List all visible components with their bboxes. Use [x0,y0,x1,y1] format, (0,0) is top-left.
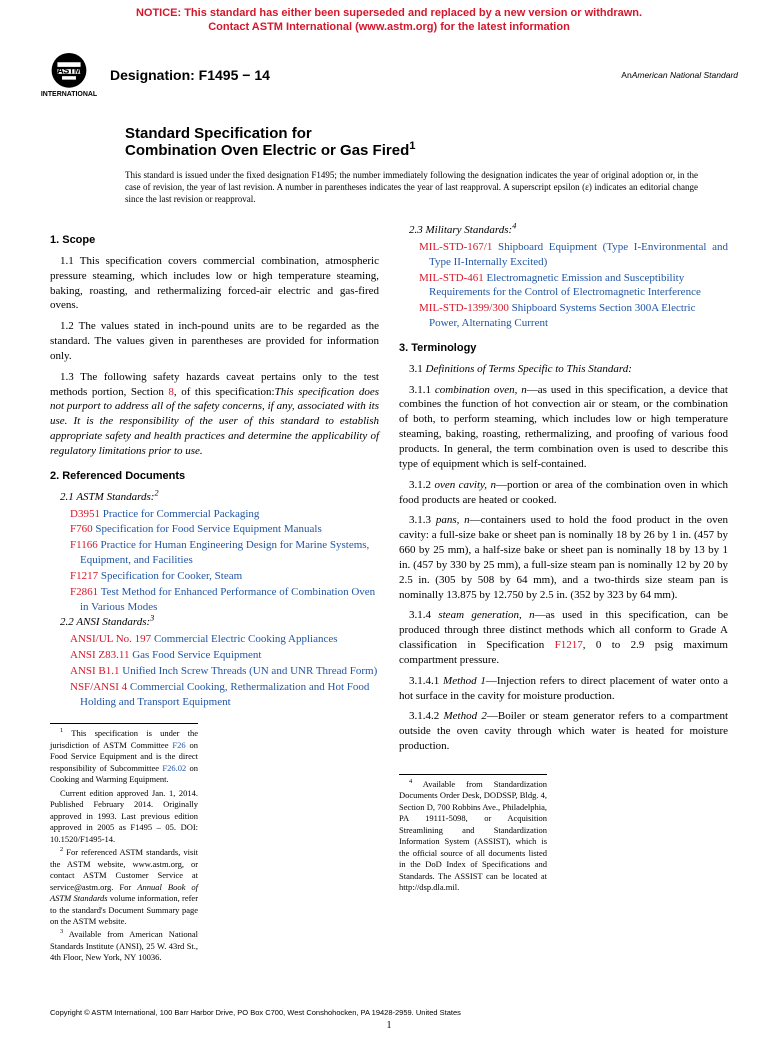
ansi-sub: 2.2 ANSI Standards:3 [50,615,379,630]
ans-label: AnAmerican National Standard [621,70,738,80]
content-columns: 1. Scope 1.1 This specification covers c… [0,205,778,966]
ref-title[interactable]: Specification for Cooker, Steam [101,570,242,582]
ref-code[interactable]: D3951 [70,508,100,520]
ref-title[interactable]: Practice for Human Engineering Design fo… [80,539,369,566]
ref-item: NSF/ANSI 4 Commercial Cooking, Rethermal… [60,680,379,710]
footnotes-left: 1 This specification is under the jurisd… [50,723,198,963]
ref-item: F760 Specification for Food Service Equi… [60,522,379,537]
para-3-1-4-2: 3.1.4.2 Method 2—Boiler or steam generat… [399,709,728,754]
ref-code[interactable]: F760 [70,523,93,535]
ref-code[interactable]: ANSI B1.1 [70,665,120,677]
para-1-3: 1.3 The following safety hazards caveat … [50,370,379,459]
svg-text:INTERNATIONAL: INTERNATIONAL [41,90,98,97]
para-3-1: 3.1 Definitions of Terms Specific to Thi… [399,362,728,377]
ref-code[interactable]: NSF/ANSI 4 [70,681,127,693]
footnote-2: 2 For referenced ASTM standards, visit t… [50,847,198,927]
footnote-3: 3 Available from American National Stand… [50,929,198,963]
title-line1: Standard Specification for [125,125,778,142]
para-3-1-1: 3.1.1 combination oven, n—as used in thi… [399,383,728,472]
ref-item: F2861 Test Method for Enhanced Performan… [60,585,379,615]
issue-note: This standard is issued under the fixed … [0,159,778,205]
ref-title[interactable]: Commercial Electric Cooking Appliances [154,633,338,645]
designation-label: Designation: F1495 − 14 [110,67,621,83]
para-1-1: 1.1 This specification covers commercial… [50,254,379,313]
astm-ref-list: D3951 Practice for Commercial Packaging … [50,507,379,615]
para-3-1-2: 3.1.2 oven cavity, n—portion or area of … [399,478,728,508]
svg-text:ASTM: ASTM [57,65,82,75]
ref-item: ANSI B1.1 Unified Inch Screw Threads (UN… [60,664,379,679]
title-line2: Combination Oven Electric or Gas Fired1 [125,142,778,159]
refdoc-head: 2. Referenced Documents [50,469,379,484]
ref-code[interactable]: F1166 [70,539,98,551]
astm-logo: INTERNATIONAL ASTM [40,45,98,105]
term-head: 3. Terminology [399,341,728,356]
ref-code[interactable]: F2861 [70,586,98,598]
copyright-text: Copyright © ASTM International, 100 Barr… [50,1008,461,1017]
ref-item: D3951 Practice for Commercial Packaging [60,507,379,522]
para-3-1-4: 3.1.4 steam generation, n—as used in thi… [399,608,728,667]
ref-title[interactable]: Test Method for Enhanced Performance of … [80,586,375,613]
page-number: 1 [0,1020,778,1031]
footnote-4: 4 Available from Standardization Documen… [399,779,547,894]
ref-item: MIL-STD-167/1 Shipboard Equipment (Type … [409,240,728,270]
header-row: INTERNATIONAL ASTM Designation: F1495 − … [0,39,778,105]
footnote-1: 1 This specification is under the jurisd… [50,728,198,785]
ref-item: ANSI/UL No. 197 Commercial Electric Cook… [60,632,379,647]
f1217-link[interactable]: F1217 [555,639,583,651]
ref-code[interactable]: MIL-STD-167/1 [419,241,492,253]
scope-head: 1. Scope [50,233,379,248]
ref-title[interactable]: Practice for Commercial Packaging [103,508,260,520]
ref-item: F1217 Specification for Cooker, Steam [60,569,379,584]
ansi-ref-list: ANSI/UL No. 197 Commercial Electric Cook… [50,632,379,709]
mil-ref-list: MIL-STD-167/1 Shipboard Equipment (Type … [399,240,728,331]
title-block: Standard Specification for Combination O… [0,105,778,159]
right-column: 2.3 Military Standards:4 MIL-STD-167/1 S… [399,223,728,966]
ref-title[interactable]: Unified Inch Screw Threads (UN and UNR T… [122,665,377,677]
ref-code[interactable]: F1217 [70,570,98,582]
notice-banner: NOTICE: This standard has either been su… [0,0,778,39]
ref-item: ANSI Z83.11 Gas Food Service Equipment [60,648,379,663]
ref-code[interactable]: MIL-STD-1399/300 [419,302,509,314]
footnote-1d: Current edition approved Jan. 1, 2014. P… [50,788,198,845]
left-column: 1. Scope 1.1 This specification covers c… [50,223,379,966]
ref-title[interactable]: Gas Food Service Equipment [132,649,261,661]
subcommittee-link[interactable]: F26.02 [162,763,186,773]
mil-sub: 2.3 Military Standards:4 [399,223,728,238]
ref-item: F1166 Practice for Human Engineering Des… [60,538,379,568]
notice-line2: Contact ASTM International (www.astm.org… [208,21,570,33]
ref-title[interactable]: Specification for Food Service Equipment… [95,523,321,535]
para-3-1-3: 3.1.3 pans, n—containers used to hold th… [399,513,728,602]
committee-f26-link[interactable]: F26 [172,740,185,750]
astm-sub: 2.1 ASTM Standards:2 [50,490,379,505]
ref-code[interactable]: MIL-STD-461 [419,272,484,284]
para-1-2: 1.2 The values stated in inch-pound unit… [50,319,379,364]
ref-item: MIL-STD-1399/300 Shipboard Systems Secti… [409,301,728,331]
para-3-1-4-1: 3.1.4.1 Method 1—Injection refers to dir… [399,674,728,704]
ref-item: MIL-STD-461 Electromagnetic Emission and… [409,271,728,301]
ref-code[interactable]: ANSI Z83.11 [70,649,129,661]
footnotes-right: 4 Available from Standardization Documen… [399,774,547,894]
notice-line1: NOTICE: This standard has either been su… [136,7,642,19]
ref-code[interactable]: ANSI/UL No. 197 [70,633,151,645]
